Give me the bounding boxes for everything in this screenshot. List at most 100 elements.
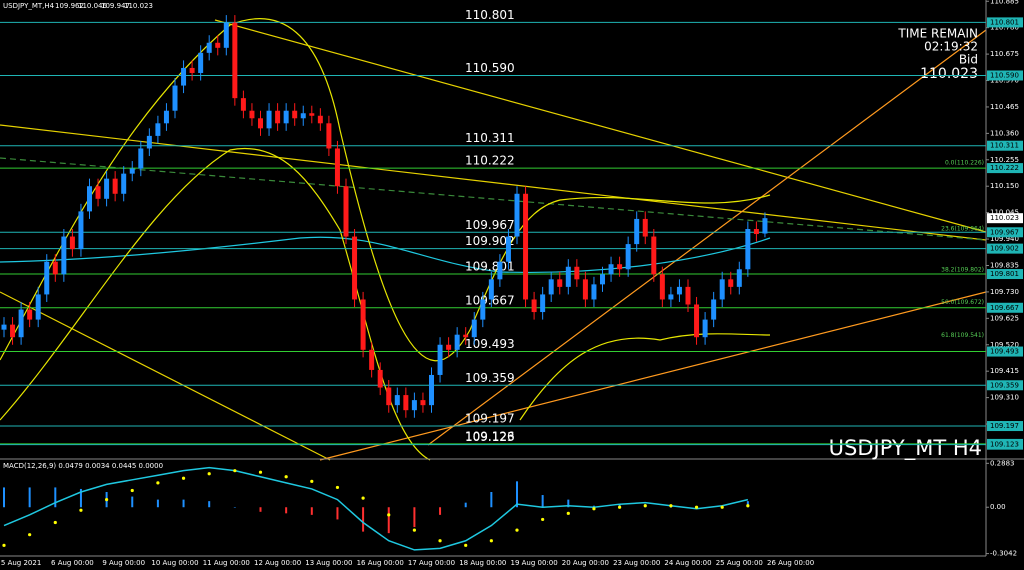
- candle-body: [326, 123, 332, 149]
- y-tick-label: 110.255: [990, 156, 1019, 164]
- x-tick-label: 25 Aug 00:00: [716, 559, 763, 567]
- candle-body: [386, 387, 392, 406]
- fib-label: 38.2(109.802): [941, 266, 984, 273]
- signal-dot: [105, 498, 109, 502]
- candle-body: [317, 115, 323, 124]
- histogram-bar: [28, 487, 31, 508]
- candle-body: [548, 279, 554, 295]
- candle-body: [215, 42, 221, 48]
- histogram-bar: [285, 507, 288, 514]
- x-tick-label: 26 Aug 00:00: [767, 559, 814, 567]
- histogram-bar: [54, 487, 57, 508]
- histogram-bar: [131, 496, 134, 508]
- candle-body: [762, 218, 768, 234]
- candle-body: [44, 261, 50, 295]
- y-tick-label: 110.465: [990, 103, 1019, 111]
- candle-body: [10, 324, 16, 338]
- candle-body: [591, 284, 597, 300]
- close: 110.023: [124, 2, 153, 10]
- histogram-bar: [387, 507, 390, 534]
- signal-dot: [464, 543, 468, 547]
- candle-body: [565, 266, 571, 287]
- level-label: 109.126: [465, 429, 515, 443]
- y-tick-label: 0.2883: [990, 459, 1015, 467]
- level-box-label: 110.801: [990, 18, 1019, 26]
- candle-body: [557, 279, 563, 287]
- histogram-bar: [182, 499, 185, 508]
- signal-dot: [618, 505, 622, 509]
- histogram-bar: [79, 488, 82, 508]
- candle-body: [121, 173, 127, 194]
- candle-body: [78, 211, 84, 250]
- signal-dot: [592, 507, 596, 511]
- fib-label: 61.8(109.541): [941, 332, 984, 339]
- signal-dot: [2, 543, 6, 547]
- low: 109.947: [101, 2, 130, 10]
- signal-dot: [541, 517, 545, 522]
- candle-body: [642, 218, 648, 237]
- candle-body: [163, 110, 169, 124]
- candle-body: [206, 42, 212, 53]
- histogram-bar: [3, 487, 5, 508]
- candle-body: [634, 218, 640, 245]
- macd-title: MACD(12,26,9) 0.0479 0.0034 0.0445 0.000…: [3, 462, 163, 470]
- level-label: 109.359: [465, 371, 515, 385]
- candle-body: [446, 344, 452, 350]
- candle-body: [514, 193, 520, 237]
- candle-body: [403, 395, 409, 411]
- level-box-label: 109.197: [990, 422, 1019, 430]
- candle-body: [283, 110, 289, 124]
- level-box: [987, 380, 1023, 391]
- signal-dot: [361, 496, 365, 500]
- level-box-label: 109.359: [990, 381, 1019, 389]
- dashed-line: [0, 157, 987, 241]
- level-label: 109.667: [465, 293, 515, 307]
- symbol: USDJPY_MT,H4: [3, 2, 55, 10]
- signal-dot: [566, 511, 570, 515]
- level-label: 109.902: [465, 234, 515, 248]
- histogram-bar: [490, 492, 493, 508]
- candle-body: [617, 264, 623, 270]
- signal-dot: [156, 481, 160, 485]
- x-tick-label: 9 Aug 00:00: [102, 559, 145, 567]
- open: 109.962: [55, 2, 84, 10]
- candle-body: [480, 299, 486, 320]
- candle-body: [523, 193, 529, 300]
- candle-body: [61, 236, 67, 275]
- fib-label: 0.0(110.226): [945, 160, 984, 167]
- histogram-bar: [233, 507, 236, 508]
- histogram-bar: [336, 507, 339, 520]
- candle-body: [138, 148, 144, 169]
- high: 110.046: [78, 2, 107, 10]
- level-box: [987, 17, 1023, 28]
- candle-body: [95, 186, 101, 199]
- candle-body: [18, 309, 24, 338]
- candle-body: [129, 168, 135, 174]
- candle-body: [582, 279, 588, 300]
- level-box: [987, 439, 1023, 450]
- candle-body: [505, 236, 511, 262]
- histogram-bar: [592, 505, 595, 508]
- trend-line: [427, 29, 987, 446]
- candle-body: [232, 22, 238, 99]
- level-label: 110.311: [465, 131, 515, 145]
- candle-body: [69, 236, 75, 250]
- histogram-bar: [413, 507, 416, 528]
- y-tick-label: 109.730: [990, 288, 1019, 296]
- signal-dot: [669, 504, 673, 508]
- candle-body: [292, 110, 298, 119]
- candle-body: [608, 264, 614, 275]
- trend-line: [319, 291, 987, 461]
- y-tick-label: 110.675: [990, 50, 1019, 58]
- level-box: [987, 346, 1023, 357]
- histogram-bar: [310, 507, 313, 515]
- signal-dot: [130, 488, 134, 493]
- candle-body: [668, 294, 674, 300]
- candle-body: [1, 324, 7, 330]
- signal-dot: [694, 505, 699, 509]
- x-tick-label: 24 Aug 00:00: [664, 559, 711, 567]
- price-box: [987, 213, 1023, 224]
- level-box: [987, 302, 1023, 313]
- histogram-bar: [541, 495, 544, 508]
